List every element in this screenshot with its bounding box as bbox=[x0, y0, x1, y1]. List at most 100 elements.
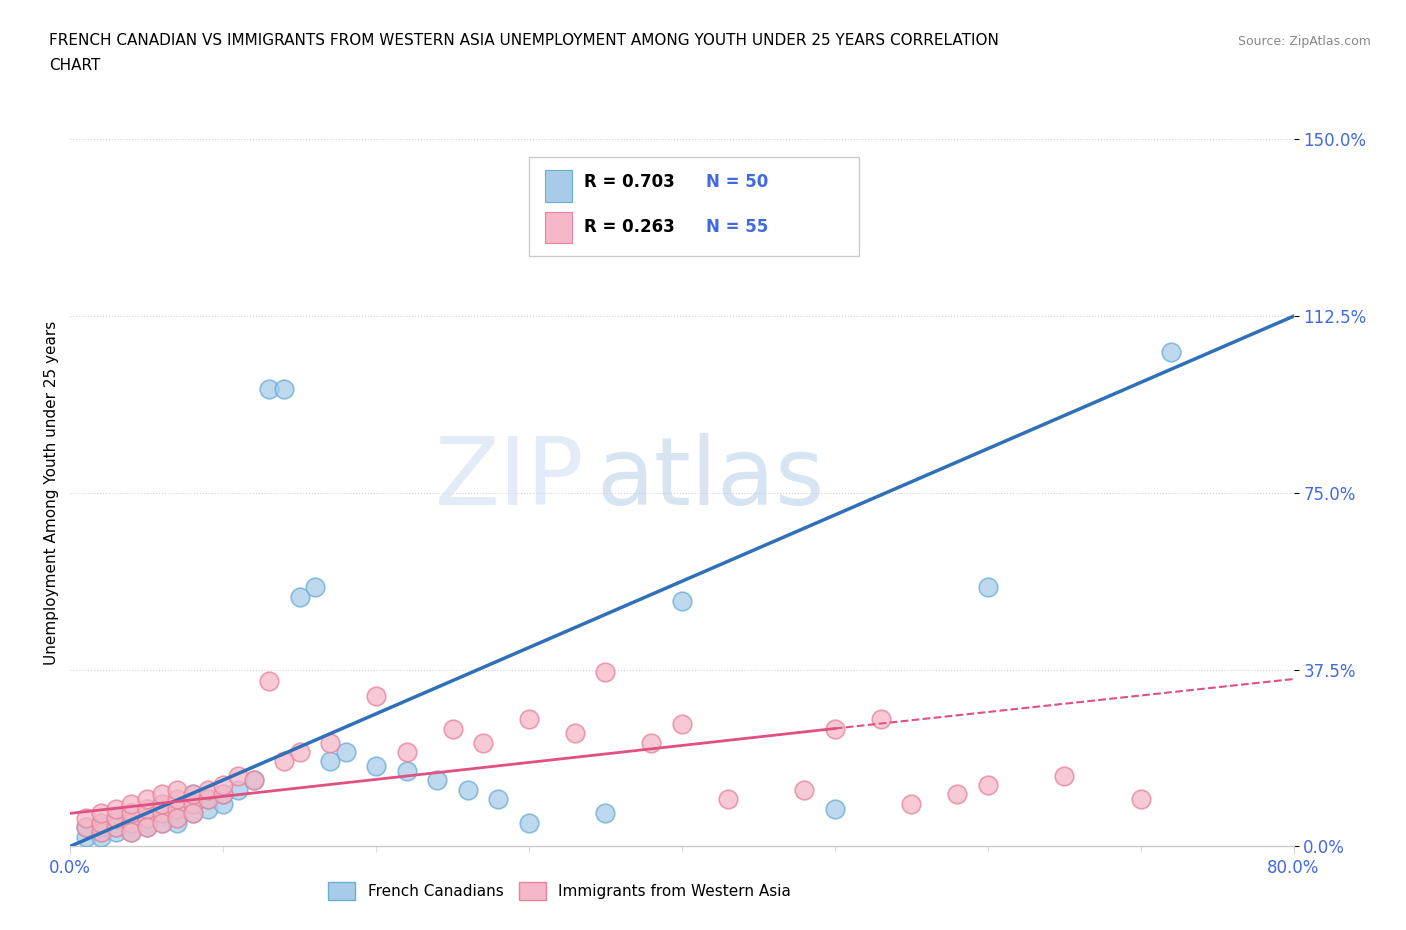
Point bbox=[212, 787, 235, 802]
Point bbox=[90, 816, 112, 830]
Point bbox=[976, 579, 998, 594]
Legend: French Canadians, Immigrants from Western Asia: French Canadians, Immigrants from Wester… bbox=[322, 876, 797, 906]
Text: N = 50: N = 50 bbox=[706, 173, 769, 191]
Point bbox=[90, 830, 112, 844]
Point bbox=[121, 806, 143, 821]
Point bbox=[181, 787, 204, 802]
Point bbox=[166, 801, 188, 816]
Point bbox=[90, 816, 112, 830]
Point bbox=[75, 811, 97, 826]
Point bbox=[640, 736, 662, 751]
Point bbox=[166, 791, 188, 806]
Point bbox=[197, 782, 219, 797]
Point bbox=[135, 801, 157, 816]
Point bbox=[121, 820, 143, 835]
Point bbox=[166, 782, 188, 797]
Point bbox=[166, 811, 188, 826]
Text: R = 0.263: R = 0.263 bbox=[583, 218, 675, 236]
Point bbox=[166, 811, 188, 826]
Point bbox=[197, 791, 219, 806]
Point bbox=[946, 787, 969, 802]
Point bbox=[135, 811, 157, 826]
Point bbox=[488, 791, 510, 806]
FancyBboxPatch shape bbox=[529, 157, 859, 256]
Point bbox=[517, 816, 540, 830]
Point bbox=[441, 721, 464, 736]
Point bbox=[457, 782, 479, 797]
Point bbox=[426, 773, 449, 788]
Point bbox=[869, 711, 891, 726]
Text: atlas: atlas bbox=[596, 432, 824, 525]
Point bbox=[288, 745, 311, 760]
Point bbox=[90, 820, 112, 835]
Point bbox=[319, 736, 342, 751]
Point bbox=[150, 806, 173, 821]
Point bbox=[564, 725, 586, 740]
Point bbox=[90, 825, 112, 840]
Point bbox=[90, 825, 112, 840]
Point bbox=[135, 820, 157, 835]
Point bbox=[1053, 768, 1076, 783]
Point bbox=[1160, 344, 1182, 359]
Point bbox=[105, 820, 128, 835]
Point bbox=[121, 816, 143, 830]
Point bbox=[75, 820, 97, 835]
Point bbox=[135, 816, 157, 830]
Point bbox=[150, 796, 173, 811]
Point bbox=[181, 787, 204, 802]
Point bbox=[1129, 791, 1152, 806]
Point bbox=[121, 806, 143, 821]
Point bbox=[335, 745, 357, 760]
Point bbox=[121, 825, 143, 840]
Point bbox=[472, 736, 495, 751]
Point bbox=[197, 791, 219, 806]
Point bbox=[166, 816, 188, 830]
Point bbox=[150, 796, 173, 811]
Point bbox=[197, 801, 219, 816]
Text: R = 0.703: R = 0.703 bbox=[583, 173, 675, 191]
Point bbox=[228, 782, 250, 797]
Point bbox=[150, 806, 173, 821]
Point bbox=[243, 773, 266, 788]
Point bbox=[90, 806, 112, 821]
Point bbox=[135, 801, 157, 816]
Point bbox=[671, 594, 693, 609]
Point bbox=[395, 764, 418, 778]
Point bbox=[105, 811, 128, 826]
Point bbox=[121, 816, 143, 830]
Point bbox=[212, 777, 235, 792]
Point bbox=[824, 801, 846, 816]
Point bbox=[243, 773, 266, 788]
Point bbox=[181, 796, 204, 811]
Point bbox=[517, 711, 540, 726]
Point bbox=[304, 579, 326, 594]
Point bbox=[395, 745, 418, 760]
Text: FRENCH CANADIAN VS IMMIGRANTS FROM WESTERN ASIA UNEMPLOYMENT AMONG YOUTH UNDER 2: FRENCH CANADIAN VS IMMIGRANTS FROM WESTE… bbox=[49, 33, 1000, 47]
Point bbox=[181, 796, 204, 811]
Point bbox=[257, 382, 280, 397]
Text: Source: ZipAtlas.com: Source: ZipAtlas.com bbox=[1237, 35, 1371, 48]
Point bbox=[671, 716, 693, 731]
FancyBboxPatch shape bbox=[546, 212, 572, 244]
Point bbox=[121, 796, 143, 811]
Point bbox=[135, 820, 157, 835]
Point bbox=[75, 830, 97, 844]
Point bbox=[105, 816, 128, 830]
Point bbox=[366, 688, 388, 703]
Point bbox=[595, 806, 617, 821]
Point bbox=[288, 589, 311, 604]
Point bbox=[181, 806, 204, 821]
Point bbox=[150, 816, 173, 830]
Point bbox=[150, 816, 173, 830]
Point bbox=[105, 825, 128, 840]
Point bbox=[212, 787, 235, 802]
Y-axis label: Unemployment Among Youth under 25 years: Unemployment Among Youth under 25 years bbox=[44, 321, 59, 665]
Point bbox=[181, 806, 204, 821]
FancyBboxPatch shape bbox=[546, 170, 572, 202]
Point bbox=[135, 791, 157, 806]
Point bbox=[273, 754, 295, 769]
Point bbox=[212, 796, 235, 811]
Point bbox=[319, 754, 342, 769]
Point bbox=[976, 777, 998, 792]
Point bbox=[105, 811, 128, 826]
